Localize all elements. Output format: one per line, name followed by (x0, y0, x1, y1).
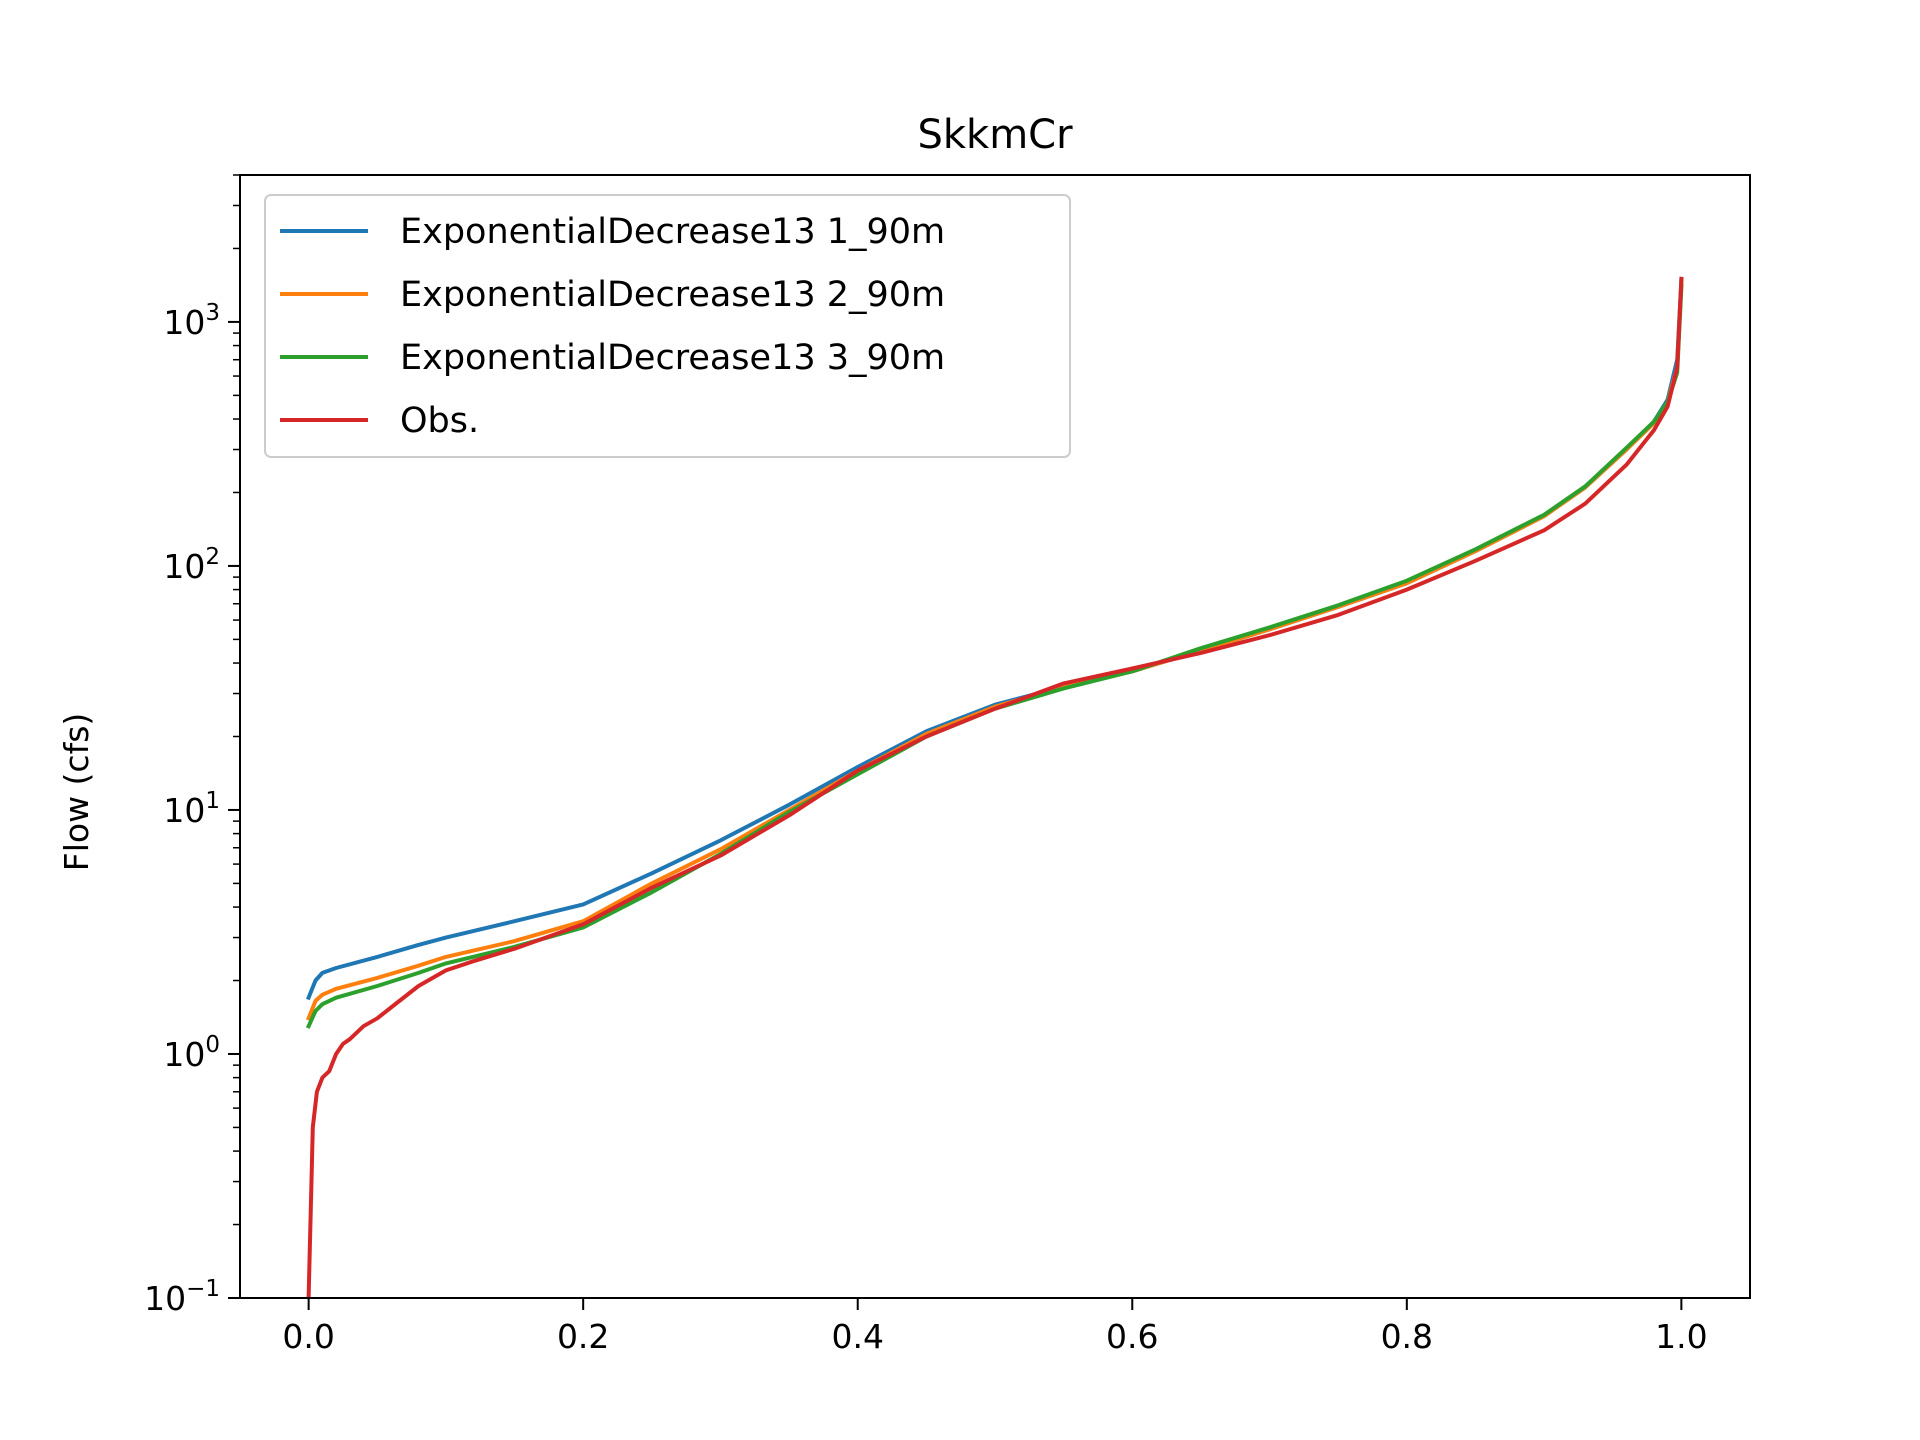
x-tick-label: 1.0 (1655, 1317, 1707, 1356)
y-tick-label: 100 (163, 1032, 220, 1074)
y-axis-label: Flow (cfs) (57, 713, 96, 872)
x-tick-label: 0.8 (1381, 1317, 1433, 1356)
y-tick-label: 10−1 (144, 1276, 220, 1318)
plot-area (239, 174, 1751, 1299)
legend-entry-3: ExponentialDecrease13 3_90m (400, 338, 945, 378)
legend-entry-4: Obs. (400, 401, 479, 441)
chart-title: SkkmCr (917, 112, 1073, 158)
legend-entry-2: ExponentialDecrease13 2_90m (400, 275, 945, 315)
y-tick-label: 101 (163, 788, 220, 830)
x-tick-label: 0.4 (831, 1317, 883, 1356)
legend: ExponentialDecrease13 1_90m ExponentialDe… (264, 194, 1071, 458)
x-tick-label: 0.6 (1106, 1317, 1158, 1356)
x-axis: 0.0 0.2 0.4 0.6 0.8 1.0 (282, 1298, 1708, 1356)
y-axis: 10−1 100 101 102 103 (144, 174, 240, 1318)
legend-entry-1: ExponentialDecrease13 1_90m (400, 212, 945, 252)
x-tick-label: 0.0 (282, 1317, 334, 1356)
y-tick-label: 102 (163, 544, 220, 586)
y-tick-label: 103 (163, 300, 220, 342)
series-line-4 (306, 276, 1684, 1298)
legend-box (264, 194, 1071, 458)
series-lines (305, 276, 1684, 1298)
x-tick-label: 0.2 (557, 1317, 609, 1356)
